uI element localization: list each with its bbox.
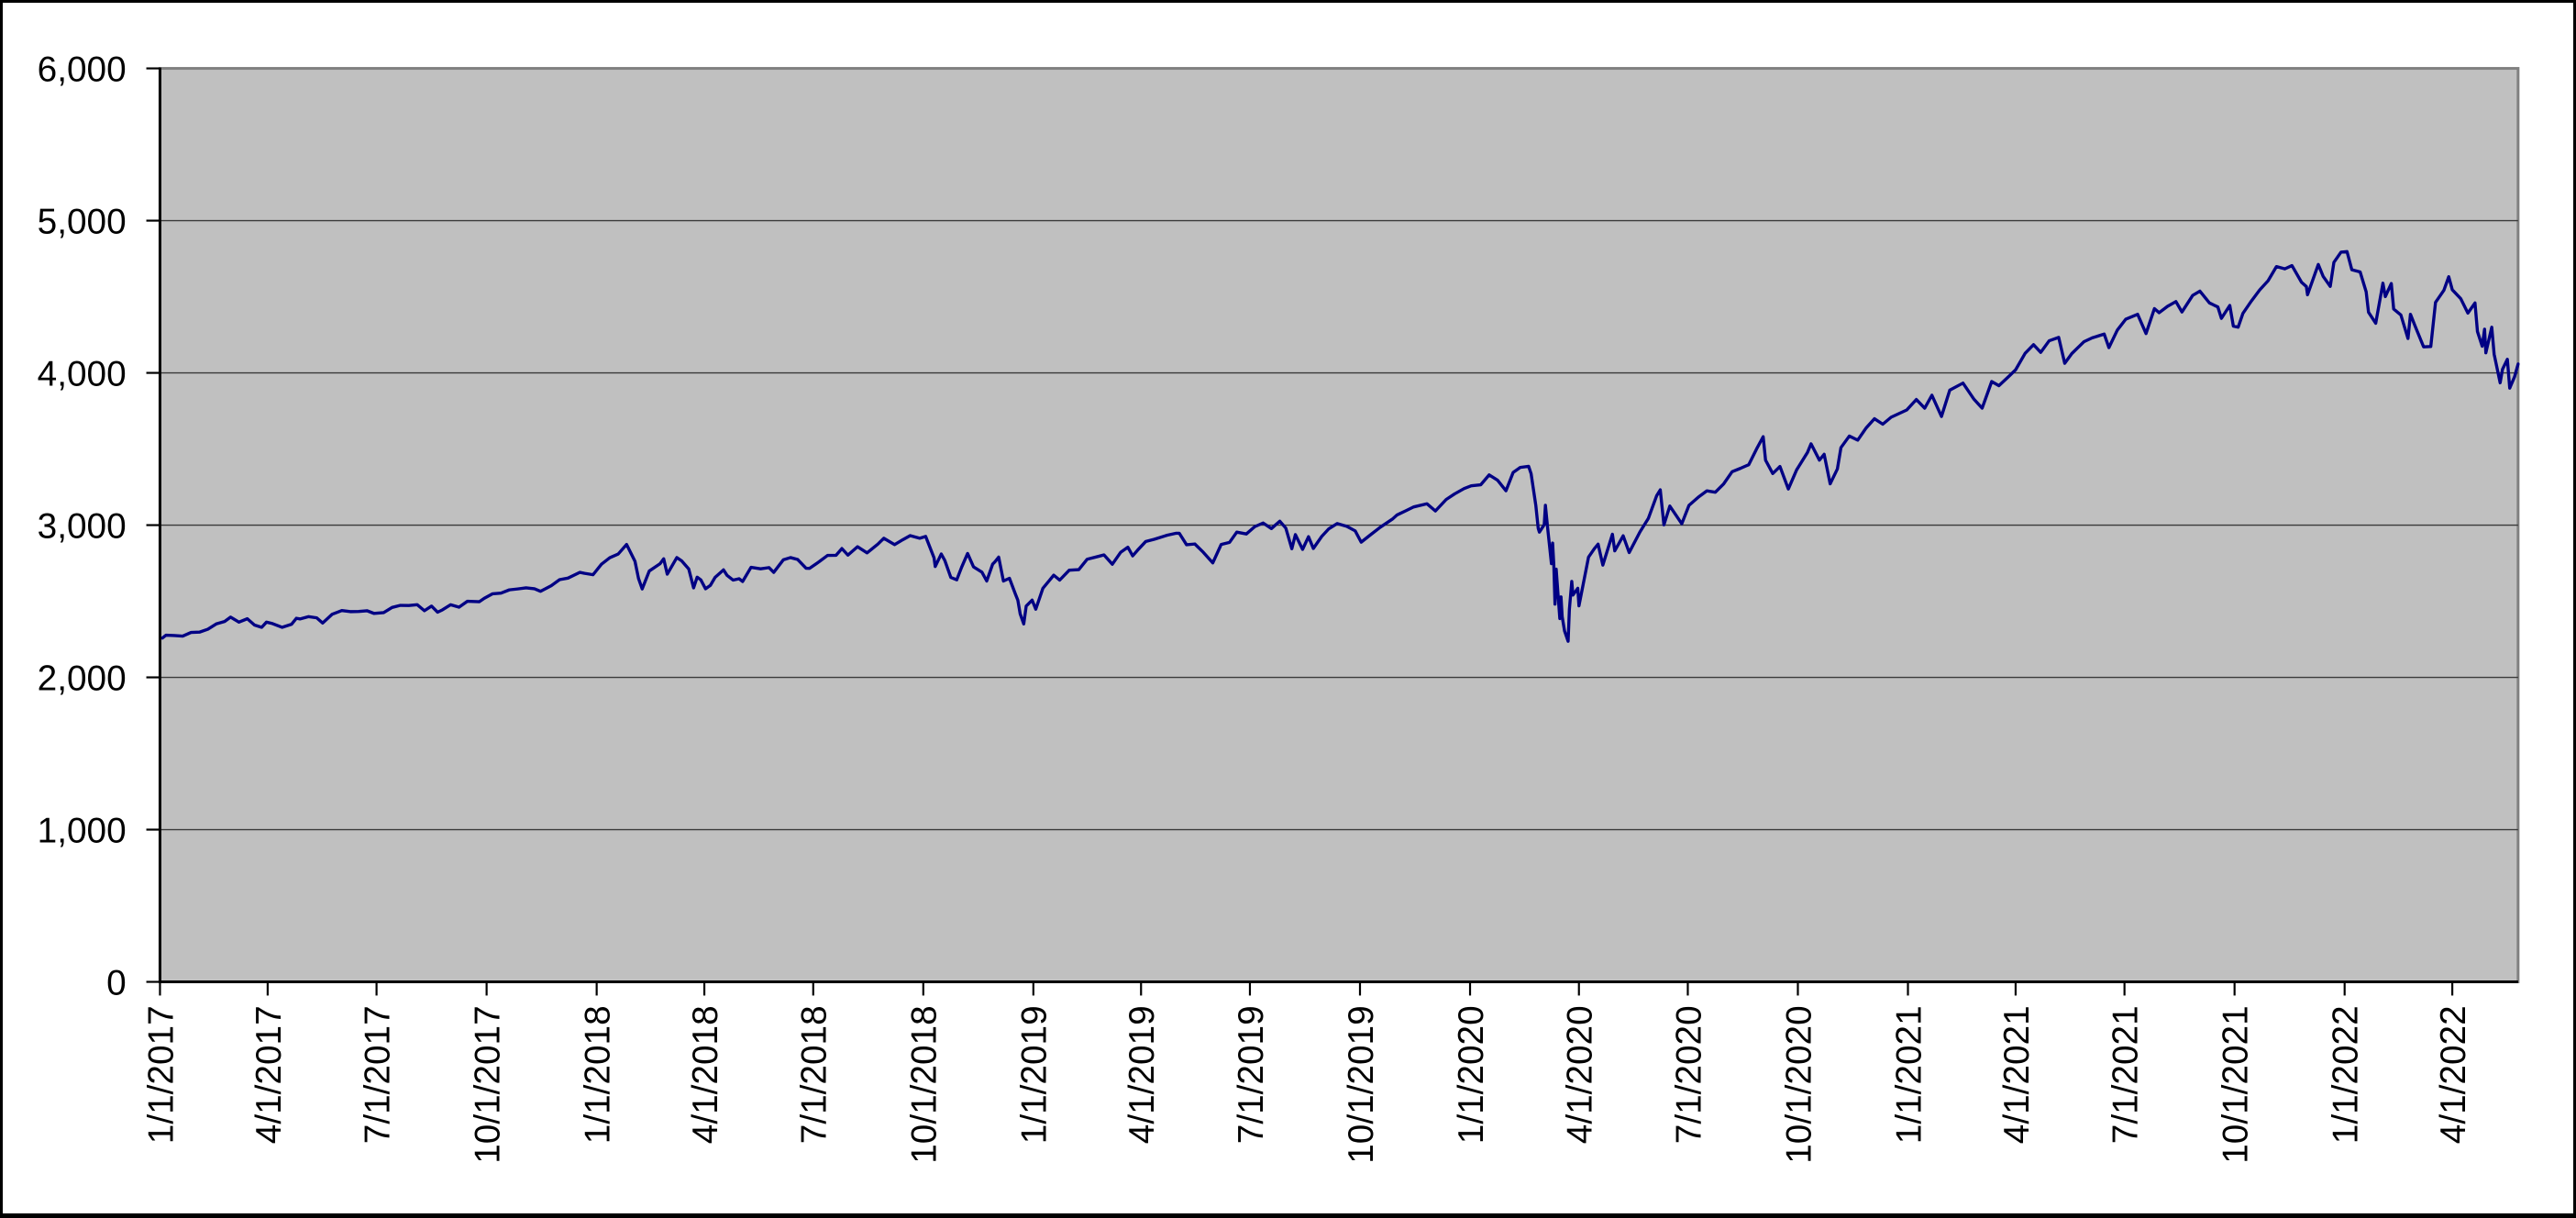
x-tick-label: 1/1/2020 [1452,1005,1491,1144]
x-tick-label: 4/1/2019 [1122,1005,1162,1144]
x-tick-label: 4/1/2021 [1997,1005,2037,1144]
x-tick-label: 7/1/2021 [2106,1005,2146,1144]
x-tick-label: 4/1/2018 [686,1005,725,1144]
y-tick-label: 1,000 [38,811,127,850]
x-tick-label: 10/1/2017 [469,1005,508,1163]
x-tick-label: 4/1/2020 [1561,1005,1600,1144]
y-tick-label: 0 [106,963,127,1002]
x-tick-label: 4/1/2022 [2434,1005,2473,1144]
price-line [160,249,2520,643]
x-tick-label: 10/1/2020 [1779,1005,1819,1163]
y-tick-label: 2,000 [38,659,127,698]
y-tick-label: 6,000 [38,50,127,89]
line-chart-svg: 0 1,000 2,000 3,000 4,000 5,000 6,000 1/1/2017 4… [7,3,2569,1213]
x-tick-label: 7/1/2017 [359,1005,398,1144]
x-tick-label: 1/1/2019 [1015,1005,1055,1144]
x-tick-label: 7/1/2018 [795,1005,835,1144]
x-tick-label: 4/1/2017 [249,1005,289,1144]
x-tick-label: 1/1/2017 [141,1005,181,1144]
y-tick-label: 3,000 [38,506,127,546]
x-tick-label: 10/1/2019 [1342,1005,1381,1163]
x-tick-label: 7/1/2019 [1232,1005,1271,1144]
plot-group: 0 1,000 2,000 3,000 4,000 5,000 6,000 1/1/2017 4… [38,50,2520,1164]
y-tick-label: 4,000 [38,354,127,393]
x-tick-label: 10/1/2021 [2217,1005,2256,1163]
x-tick-label: 1/1/2018 [579,1005,618,1144]
x-tick-label: 10/1/2018 [905,1005,945,1163]
x-tick-label: 1/1/2022 [2327,1005,2366,1144]
x-tick-label: 7/1/2020 [1669,1005,1708,1144]
x-tick-label: 1/1/2021 [1889,1005,1929,1144]
y-tick-label: 5,000 [38,202,127,241]
